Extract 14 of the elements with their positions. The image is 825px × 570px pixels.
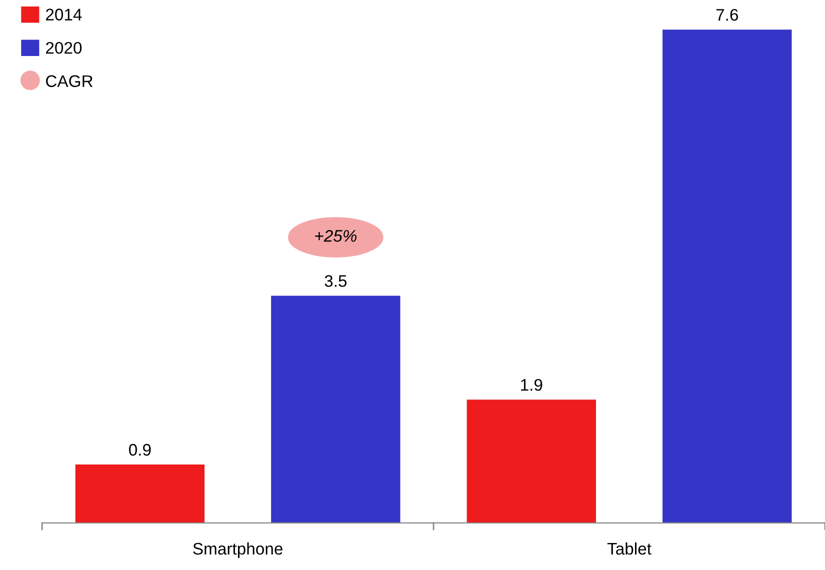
legend-label: 2020 [46, 42, 82, 54]
bar [75, 464, 205, 523]
data-label: 3.5 [324, 275, 347, 287]
bar [466, 400, 596, 523]
legend-label: CAGR [46, 75, 93, 88]
legend-label: 2014 [46, 8, 82, 20]
x-tick-label: Tablet [607, 542, 652, 555]
data-label: 0.9 [129, 444, 151, 456]
bar [662, 30, 792, 523]
bar [271, 296, 400, 523]
data-label: 1.9 [521, 378, 542, 391]
data-label: 7.6 [716, 8, 738, 21]
x-tick-label: Smartphone [193, 542, 282, 558]
annotation: +25% [315, 230, 356, 242]
